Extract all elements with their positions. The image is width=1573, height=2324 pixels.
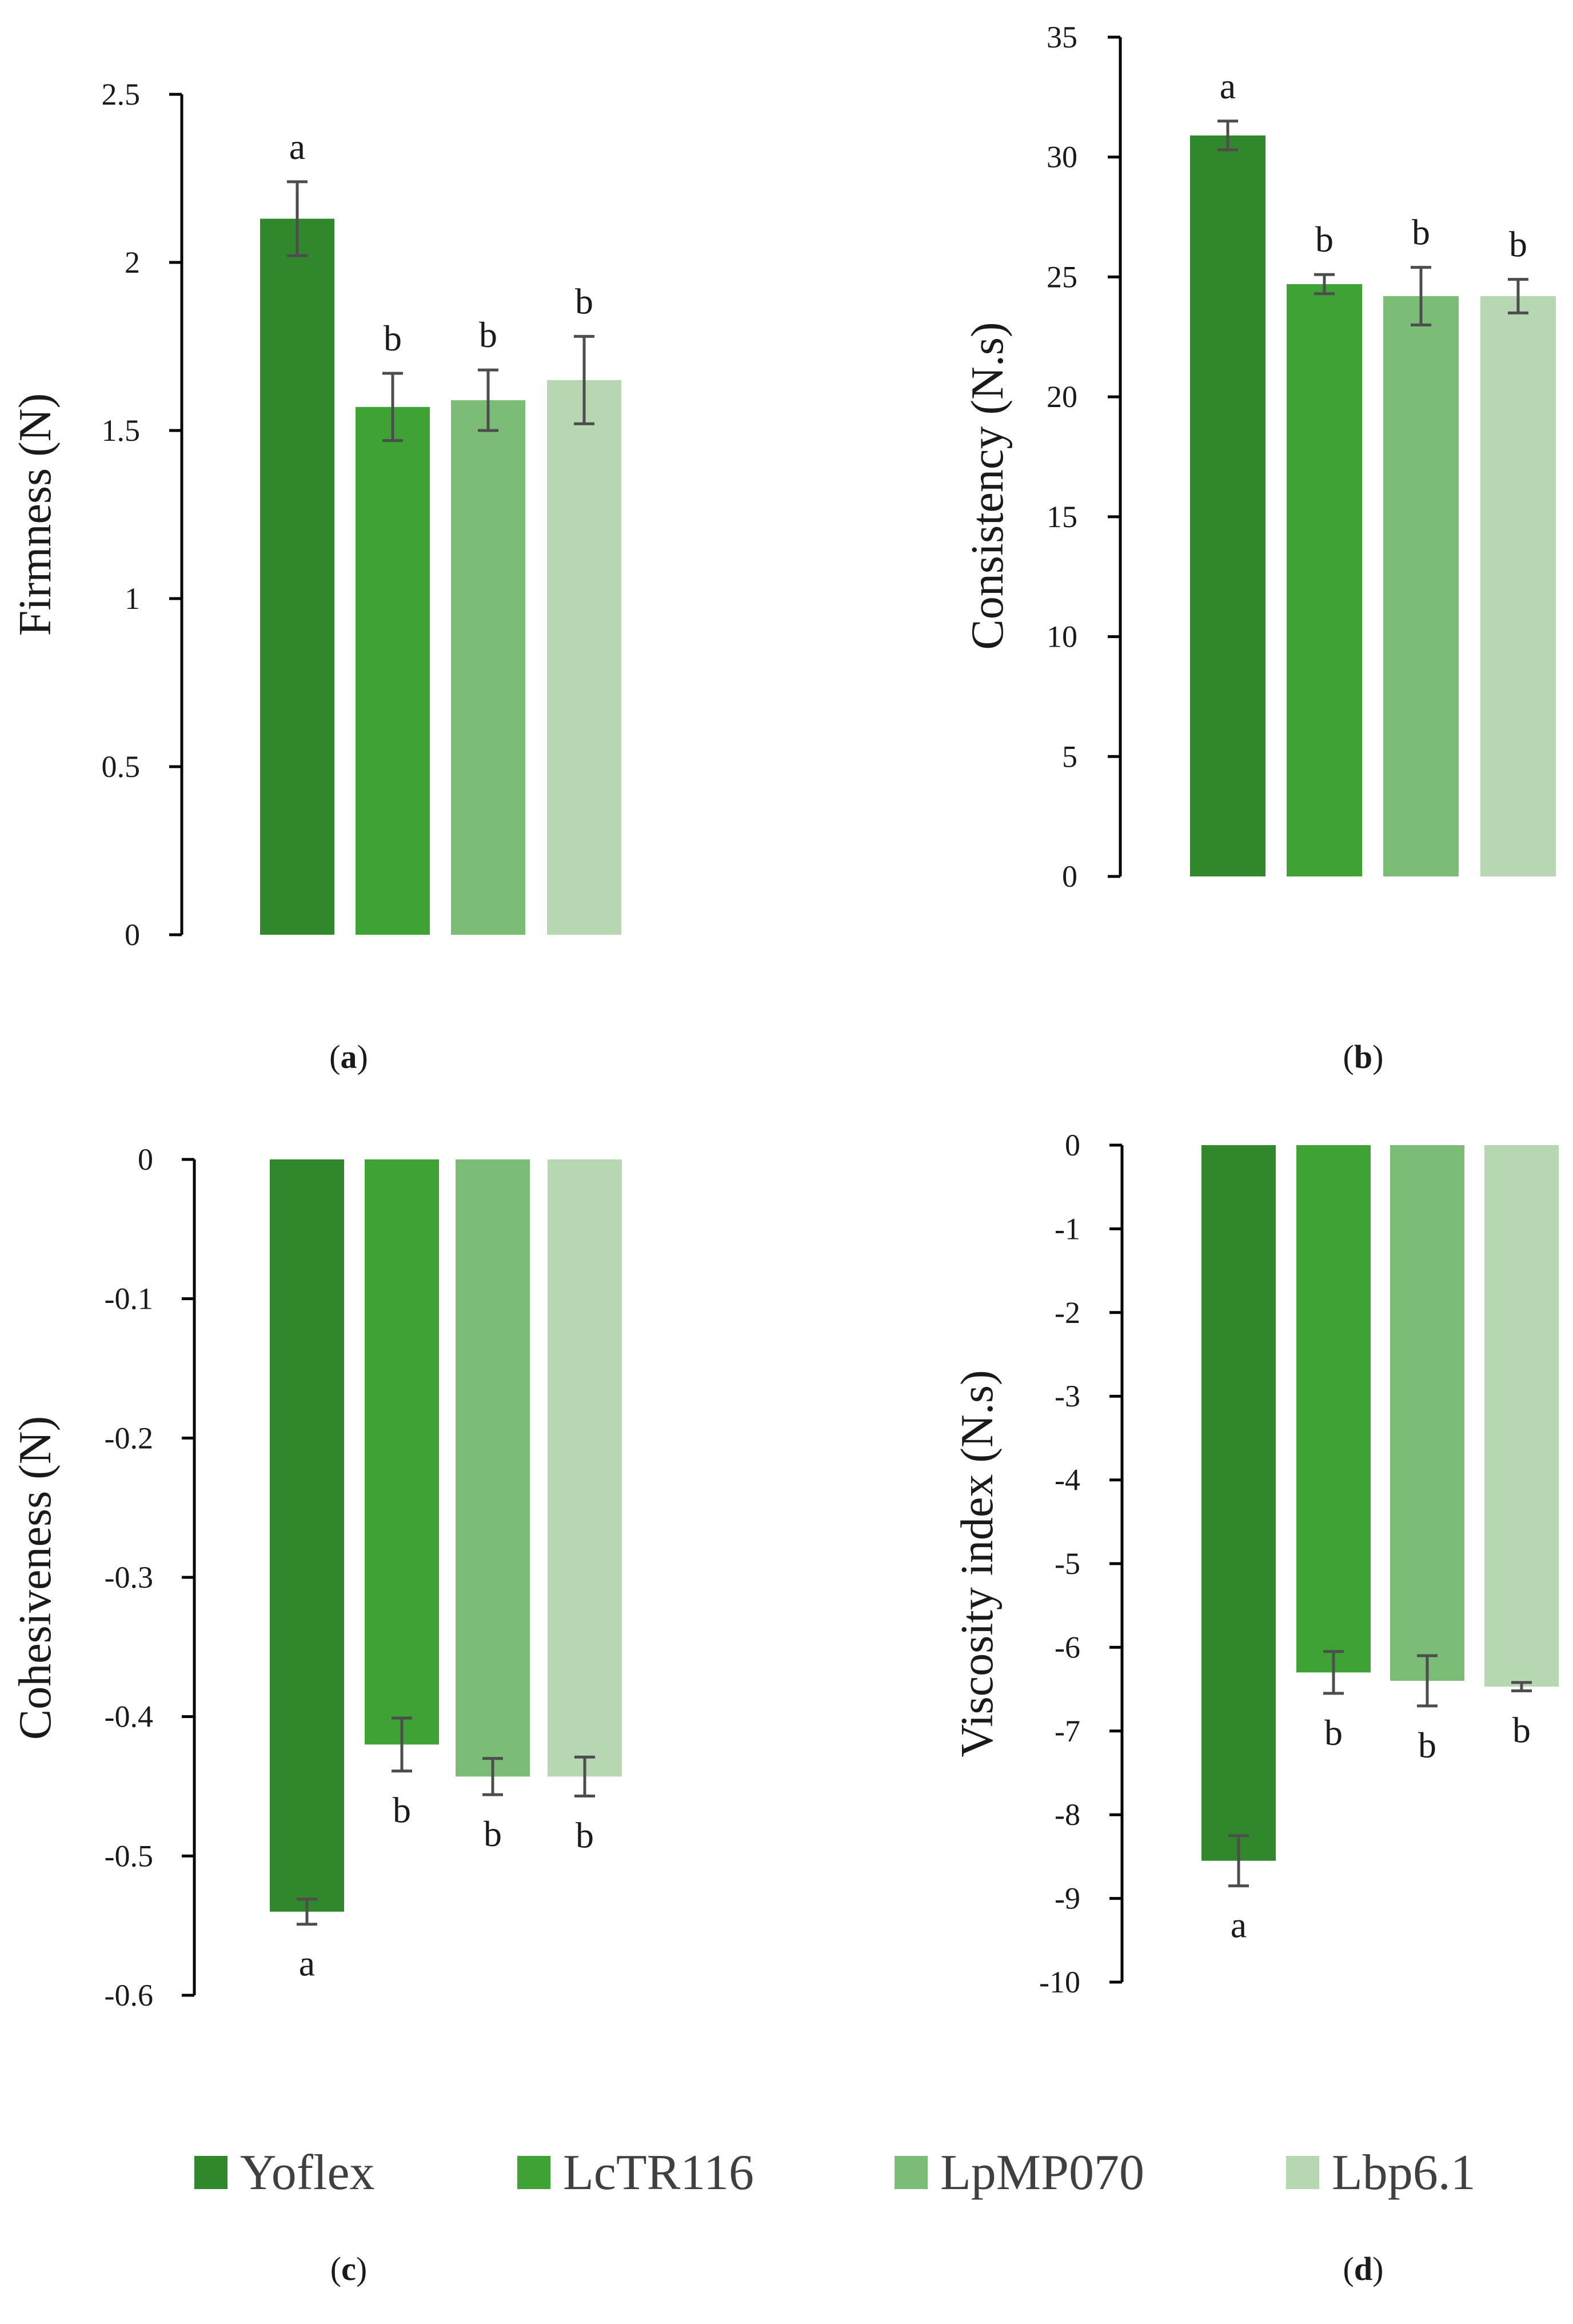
y-tick-label-b: 25 — [1047, 260, 1077, 294]
y-tick-label-d: -10 — [1039, 1965, 1080, 1999]
legend-swatch-yoflex — [194, 2156, 227, 2189]
y-tick-label-b: 10 — [1047, 620, 1077, 654]
legend-label-yoflex: Yoflex — [240, 2144, 375, 2201]
legend-label-lpmp070: LpMP070 — [940, 2144, 1144, 2201]
legend-item-yoflex: Yoflex — [194, 2138, 375, 2207]
y-tick-label-d: -8 — [1055, 1797, 1080, 1832]
legend-item-lctr116: LcTR116 — [517, 2138, 754, 2207]
significance-letter-b: b — [1412, 212, 1430, 253]
significance-letter-d: b — [1512, 1710, 1531, 1751]
bar-b-yoflex — [1190, 135, 1265, 877]
bar-b-lctr116 — [1287, 284, 1362, 876]
caption-a: (a) — [329, 1038, 368, 1075]
y-tick-label-d: -7 — [1055, 1714, 1080, 1748]
y-tick-label-d: -4 — [1055, 1463, 1080, 1497]
significance-letter-d: b — [1418, 1725, 1436, 1765]
y-tick-label-d: -1 — [1055, 1211, 1080, 1246]
y-tick-label-c: -0.4 — [105, 1700, 153, 1734]
significance-letter-a: b — [575, 281, 593, 321]
legend-swatch-lbp61 — [1286, 2156, 1319, 2189]
bar-a-lpmp070 — [451, 400, 525, 935]
y-tick-label-b: 35 — [1047, 20, 1077, 54]
legend-swatch-lctr116 — [517, 2156, 550, 2189]
caption-b: (b) — [1343, 1038, 1384, 1075]
y-tick-label-c: 0 — [138, 1142, 153, 1177]
bar-d-lpmp070 — [1390, 1145, 1464, 1681]
y-tick-label-c: -0.1 — [105, 1282, 153, 1316]
legend-label-lctr116: LcTR116 — [563, 2144, 754, 2201]
y-tick-label-a: 0 — [125, 918, 140, 952]
bar-d-yoflex — [1201, 1145, 1276, 1861]
bar-b-lpmp070 — [1383, 296, 1459, 876]
legend-swatch-lpmp070 — [895, 2156, 928, 2189]
significance-letter-b: a — [1220, 66, 1236, 106]
significance-letter-b: b — [1315, 219, 1334, 260]
bar-c-yoflex — [270, 1159, 344, 1912]
bar-b-lbp61 — [1480, 296, 1556, 876]
y-tick-label-c: -0.2 — [105, 1421, 153, 1455]
y-tick-label-c: -0.3 — [105, 1560, 153, 1594]
y-tick-label-b: 20 — [1047, 380, 1077, 414]
y-axis-label-a: Firmness (N) — [10, 393, 61, 636]
y-tick-label-a: 1 — [125, 581, 140, 616]
y-tick-label-d: -9 — [1055, 1881, 1080, 1916]
significance-letter-c: b — [484, 1813, 502, 1854]
y-tick-label-d: -5 — [1055, 1546, 1080, 1581]
y-tick-label-a: 1.5 — [102, 413, 141, 448]
y-tick-label-c: -0.5 — [105, 1839, 153, 1873]
significance-letter-a: a — [289, 126, 305, 167]
y-tick-label-d: -2 — [1055, 1295, 1080, 1330]
y-axis-label-c: Cohesiveness (N) — [10, 1416, 61, 1740]
y-tick-label-b: 5 — [1062, 739, 1077, 774]
significance-letter-c: b — [576, 1815, 594, 1856]
y-tick-label-d: 0 — [1065, 1128, 1080, 1162]
legend-item-lpmp070: LpMP070 — [895, 2138, 1144, 2207]
caption-d: (d) — [1343, 2250, 1384, 2287]
bar-c-lpmp070 — [456, 1159, 530, 1777]
y-tick-label-b: 0 — [1062, 859, 1077, 894]
y-tick-label-a: 2 — [125, 245, 140, 280]
y-tick-label-c: -0.6 — [105, 1978, 153, 2012]
y-tick-label-b: 15 — [1047, 500, 1077, 534]
bar-a-lctr116 — [356, 406, 430, 935]
bar-d-lctr116 — [1296, 1145, 1371, 1673]
y-axis-label-d: Viscosity index (N.s) — [952, 1370, 1003, 1757]
y-tick-label-d: -6 — [1055, 1630, 1080, 1664]
significance-letter-a: b — [479, 314, 497, 355]
y-tick-label-d: -3 — [1055, 1379, 1080, 1413]
bar-c-lbp61 — [548, 1159, 622, 1777]
significance-letter-c: a — [299, 1943, 315, 1984]
significance-letter-d: b — [1324, 1712, 1343, 1753]
y-tick-label-a: 2.5 — [102, 77, 141, 111]
bar-c-lctr116 — [365, 1159, 439, 1745]
bar-a-yoflex — [260, 218, 334, 935]
significance-letter-c: b — [393, 1790, 411, 1831]
bar-a-lbp61 — [547, 380, 621, 935]
bar-d-lbp61 — [1484, 1145, 1559, 1687]
y-tick-label-a: 0.5 — [102, 750, 141, 784]
legend: Yoflex LcTR116 LpMP070 Lbp6.1 — [0, 2138, 1573, 2207]
significance-letter-b: b — [1509, 224, 1527, 265]
legend-item-lbp61: Lbp6.1 — [1286, 2138, 1476, 2207]
significance-letter-a: b — [384, 318, 402, 358]
significance-letter-d: a — [1231, 1905, 1247, 1946]
y-tick-label-b: 30 — [1047, 140, 1077, 174]
caption-c: (c) — [330, 2250, 368, 2287]
legend-label-lbp61: Lbp6.1 — [1332, 2144, 1476, 2201]
y-axis-label-b: Consistency (N.s) — [963, 322, 1013, 649]
